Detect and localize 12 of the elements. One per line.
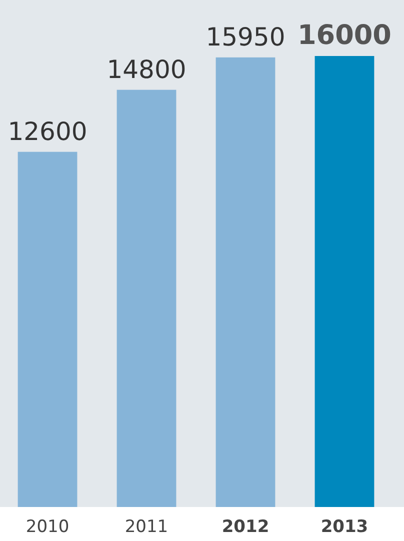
data-label: 14800: [106, 54, 186, 84]
x-tick-label: 2013: [320, 517, 368, 537]
x-tick-label: 2010: [26, 517, 70, 537]
bar: [314, 56, 374, 507]
x-tick-label: 2012: [222, 517, 270, 537]
bar: [18, 152, 78, 507]
data-label: 16000: [298, 20, 392, 51]
x-tick-label: 2011: [124, 517, 168, 537]
bar: [216, 57, 276, 507]
bar: [116, 90, 176, 507]
data-label: 15950: [206, 22, 286, 52]
data-label: 12600: [8, 116, 88, 146]
